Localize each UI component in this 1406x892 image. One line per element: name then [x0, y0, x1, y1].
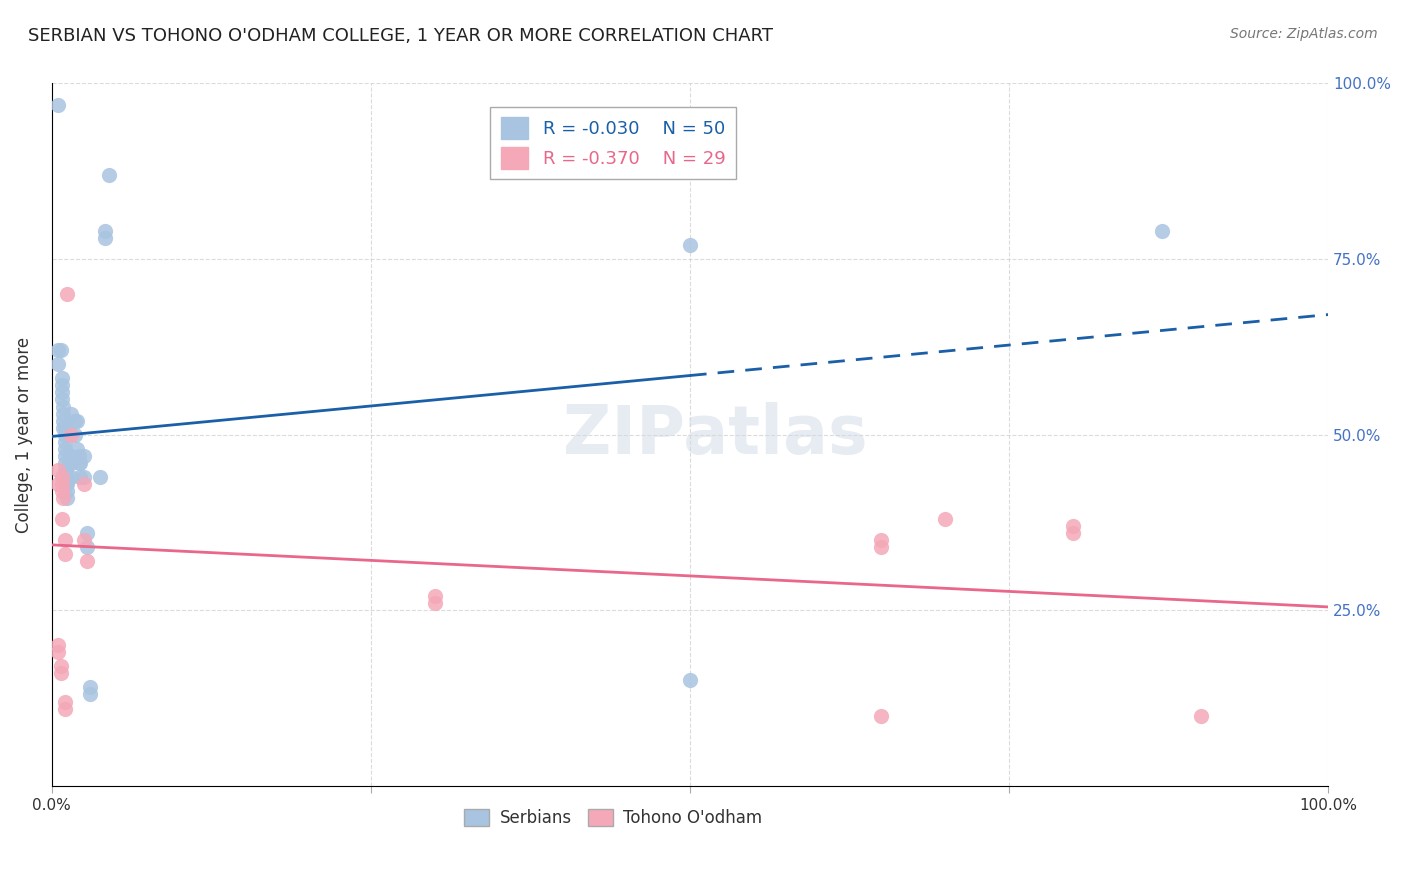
Point [94, 224, 117, 238]
Point [52, 400, 75, 414]
Point [49, 343, 72, 358]
Point [46, 463, 69, 477]
Point [69, 456, 91, 470]
Point [59, 469, 82, 483]
Point [934, 512, 956, 526]
Point [56, 287, 79, 301]
Point [679, 673, 702, 688]
Legend: Serbians, Tohono O'odham: Serbians, Tohono O'odham [458, 802, 769, 834]
Point [1152, 224, 1174, 238]
Point [63, 413, 86, 427]
Point [46, 638, 69, 652]
Point [53, 456, 76, 470]
Point [49, 659, 72, 673]
Point [53, 694, 76, 708]
Point [423, 589, 446, 603]
Point [59, 427, 82, 442]
Point [51, 512, 73, 526]
Point [76, 525, 98, 540]
Point [49, 666, 72, 681]
Point [51, 385, 73, 400]
Point [679, 238, 702, 252]
Point [59, 407, 82, 421]
Point [55, 476, 77, 491]
Point [53, 434, 76, 449]
Point [870, 708, 893, 723]
Point [1189, 708, 1212, 723]
Point [76, 540, 98, 554]
Y-axis label: College, 1 year or more: College, 1 year or more [15, 336, 32, 533]
Point [53, 449, 76, 463]
Point [52, 407, 75, 421]
Text: Source: ZipAtlas.com: Source: ZipAtlas.com [1230, 27, 1378, 41]
Point [56, 491, 79, 505]
Point [46, 357, 69, 371]
Point [53, 547, 76, 561]
Point [53, 420, 76, 434]
Point [66, 413, 89, 427]
Point [59, 456, 82, 470]
Point [73, 476, 96, 491]
Point [52, 413, 75, 427]
Point [79, 688, 101, 702]
Point [67, 449, 90, 463]
Point [51, 469, 73, 483]
Point [52, 420, 75, 434]
Text: SERBIAN VS TOHONO O'ODHAM COLLEGE, 1 YEAR OR MORE CORRELATION CHART: SERBIAN VS TOHONO O'ODHAM COLLEGE, 1 YEA… [28, 27, 773, 45]
Point [51, 476, 73, 491]
Point [46, 476, 69, 491]
Point [94, 231, 117, 245]
Point [67, 456, 90, 470]
Point [423, 596, 446, 610]
Point [63, 427, 86, 442]
Text: ZIPatlas: ZIPatlas [564, 401, 868, 467]
Point [69, 469, 91, 483]
Point [55, 463, 77, 477]
Point [46, 97, 69, 112]
Point [46, 645, 69, 659]
Point [73, 449, 96, 463]
Point [53, 442, 76, 456]
Point [52, 491, 75, 505]
Point [98, 168, 121, 182]
Point [59, 449, 82, 463]
Point [51, 371, 73, 385]
Point [870, 533, 893, 547]
Point [66, 442, 89, 456]
Point [73, 469, 96, 483]
Point [56, 483, 79, 498]
Point [1062, 525, 1084, 540]
Point [53, 533, 76, 547]
Point [55, 469, 77, 483]
Point [73, 533, 96, 547]
Point [53, 463, 76, 477]
Point [76, 554, 98, 568]
Point [53, 427, 76, 442]
Point [51, 392, 73, 407]
Point [1062, 519, 1084, 533]
Point [46, 343, 69, 358]
Point [51, 378, 73, 392]
Point [79, 681, 101, 695]
Point [56, 476, 79, 491]
Point [51, 483, 73, 498]
Point [870, 540, 893, 554]
Point [89, 469, 111, 483]
Point [53, 701, 76, 715]
